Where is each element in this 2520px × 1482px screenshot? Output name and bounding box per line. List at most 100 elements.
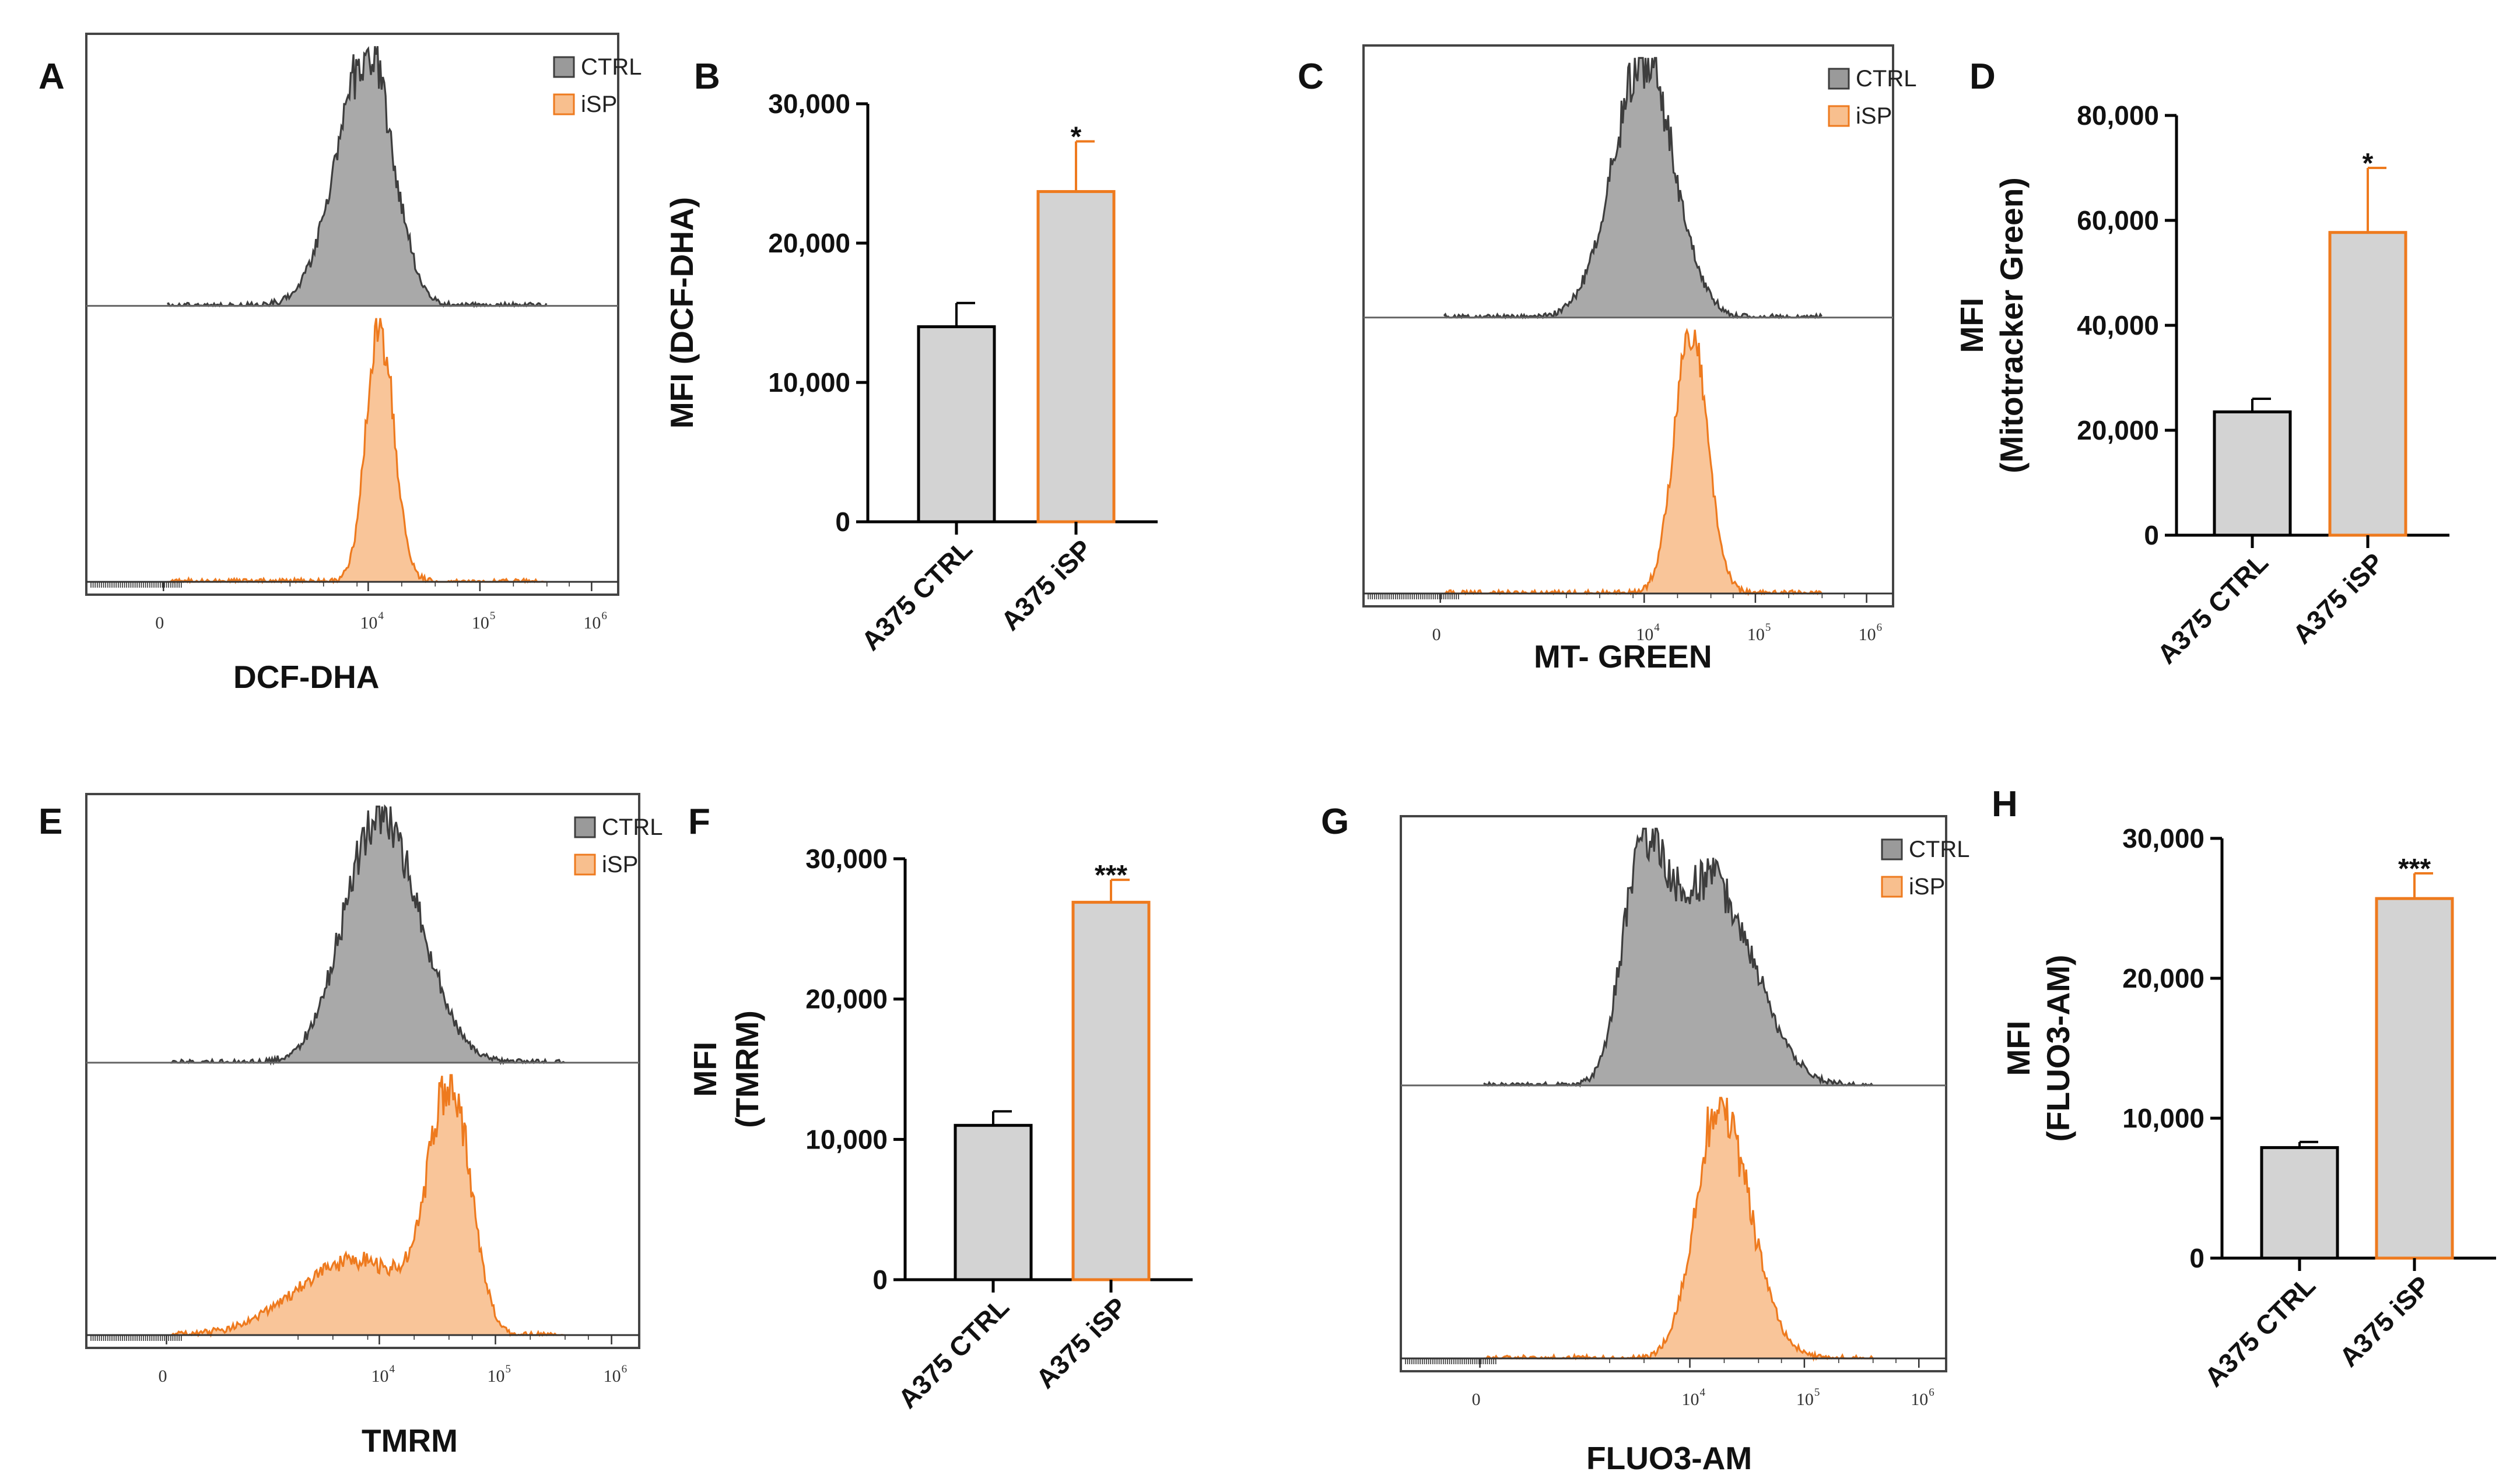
x-tick-label: 10 [1796,1390,1814,1409]
x-tick-exponent: 4 [378,610,384,622]
significance-marker: *** [1095,860,1127,891]
y-tick-label: 20,000 [2077,415,2159,445]
x-tick-label: 0 [155,613,164,633]
x-tick-label: 10 [1859,625,1876,644]
x-tick-exponent: 5 [506,1363,511,1375]
bar-a375-isp [2375,897,2454,1260]
x-category-label: A375 iSP [2287,547,2389,649]
significance-marker: * [1071,122,1082,153]
legend-label: CTRL [602,814,663,840]
legend-swatch-ctrl [553,56,575,78]
y-tick-label: 0 [2144,520,2159,550]
x-tick-exponent: 4 [1654,621,1660,634]
y-tick-label: 20,000 [768,228,850,258]
bar-a375-ctrl [2260,1146,2339,1260]
panel-label: A [38,57,65,97]
legend-swatch-isp [553,93,575,115]
x-tick-label: 10 [1911,1390,1928,1409]
histogram-area-isp [167,318,547,582]
y-tick-label: 80,000 [2077,100,2159,131]
x-tick-exponent: 6 [1877,621,1883,634]
panel-label: E [38,802,62,842]
panel-label: G [1321,802,1349,842]
legend-swatch-ctrl [1881,838,1903,861]
x-category-label: A375 iSP [1030,1291,1133,1394]
y-axis-label-secondary: (FLUO3-AM) [2040,955,2076,1142]
y-tick-label: 40,000 [2077,310,2159,340]
y-tick-label: 0 [2189,1243,2204,1273]
legend-swatch-isp [1828,105,1850,127]
x-tick-label: 10 [472,613,489,633]
x-tick-label: 10 [583,613,601,633]
x-category-label: A375 CTRL [2151,547,2274,669]
x-category-label: A375 iSP [2333,1270,2436,1372]
y-axis-label: MFI [687,1042,723,1097]
x-tick-label: 10 [360,613,377,633]
y-tick-label: 20,000 [805,984,888,1014]
y-tick-label: 30,000 [2122,823,2204,854]
histogram-area-ctrl [167,46,547,306]
histogram-line-ctrl [167,46,548,308]
legend-label: iSP [602,852,638,877]
significance-marker: * [2363,148,2374,179]
y-tick-label: 10,000 [768,367,850,398]
x-tick-label: 10 [371,1367,388,1386]
y-tick-label: 60,000 [2077,205,2159,236]
legend-label: iSP [1909,874,1945,900]
bar-a375-ctrl [2213,410,2292,537]
bar-panel-b: B 0 10,000 20,000 30,000 A375 CTRL A375 iSP * MF… [664,57,1158,656]
x-tick-label: 0 [1432,625,1441,644]
bar-panel-d: D 0 20,000 40,000 60,000 80,000 A375 CTRL A375 … [1954,57,2449,670]
legend-label: CTRL [581,54,642,80]
legend-swatch-isp [574,854,596,876]
histogram-line-isp [170,1074,565,1338]
legend-label: iSP [1856,103,1892,129]
bar-a375-ctrl [954,1123,1033,1281]
y-axis-label: MFI [2000,1021,2037,1076]
y-tick-label: 0 [835,507,850,537]
x-tick-exponent: 4 [1700,1386,1706,1399]
legend-swatch-isp [1881,876,1903,898]
x-tick-exponent: 5 [1814,1386,1820,1399]
x-tick-label: 0 [1472,1390,1481,1409]
y-tick-label: 30,000 [768,89,850,119]
legend-label: CTRL [1856,66,1916,92]
x-tick-exponent: 6 [622,1363,628,1375]
x-tick-exponent: 4 [389,1363,395,1375]
panel-label: B [694,57,720,97]
x-axis-label: TMRM [362,1423,458,1459]
y-tick-label: 20,000 [2122,963,2204,993]
panel-label: F [688,802,710,842]
x-tick-label: 10 [488,1367,505,1386]
bar-a375-isp [1036,190,1116,524]
bar-a375-isp [1071,901,1151,1281]
x-axis-label: FLUO3-AM [1586,1440,1752,1476]
legend-label: CTRL [1909,837,1969,862]
histogram-area-ctrl [1444,58,1822,318]
panel-label: H [1992,784,2018,824]
x-tick-exponent: 5 [490,610,496,622]
histogram-area-ctrl [170,806,565,1063]
bar-a375-ctrl [917,325,996,524]
y-axis-label: MFI [1954,298,1990,353]
panel-label: D [1969,57,1996,97]
y-tick-label: 10,000 [2122,1103,2204,1133]
y-tick-label: 0 [872,1265,888,1295]
x-axis-label: MT- GREEN [1534,638,1712,675]
x-tick-label: 10 [1682,1390,1699,1409]
bar-panel-h: H 0 10,000 20,000 30,000 A375 CTRL A375 iSP ***… [1992,784,2496,1393]
y-axis-label-secondary: (Mitotracker Green) [1993,177,2030,473]
x-category-label: A375 CTRL [892,1291,1015,1414]
x-axis-label: DCF-DHA [233,659,380,695]
x-tick-label: 0 [158,1367,167,1386]
panel-label: C [1298,57,1324,97]
significance-marker: *** [2398,854,2431,884]
x-tick-exponent: 6 [1929,1386,1934,1399]
x-tick-label: 10 [604,1367,621,1386]
x-category-label: A375 CTRL [2199,1270,2321,1392]
